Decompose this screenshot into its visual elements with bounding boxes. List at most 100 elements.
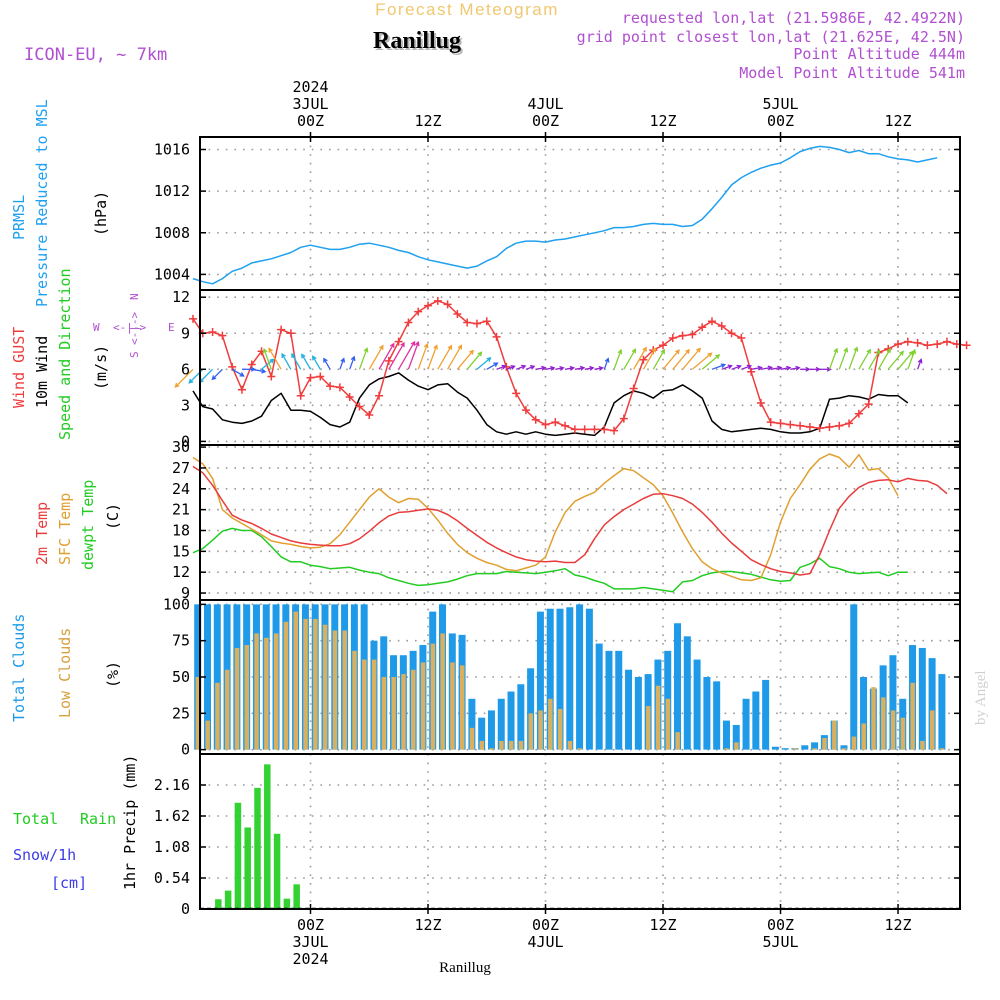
wind-arrow-head xyxy=(911,348,917,355)
gust-marker xyxy=(394,337,403,346)
sfc-temp-line xyxy=(192,453,899,582)
wind-direction-arrow xyxy=(268,348,282,370)
wind-arrow-head xyxy=(261,368,267,374)
low-cloud-bar xyxy=(215,682,220,750)
wind-arrow-head xyxy=(767,365,774,371)
total-cloud-bar xyxy=(703,677,711,750)
low-cloud-bar xyxy=(303,618,308,750)
wind-arrow-head xyxy=(493,362,499,367)
wind-arrow-head xyxy=(350,355,356,361)
wind-arrow-head xyxy=(866,348,871,354)
total-cloud-bar xyxy=(918,647,926,750)
wind-arrow-head xyxy=(447,344,453,350)
wind-arrow-head xyxy=(579,365,586,371)
low-cloud-bar xyxy=(411,669,416,750)
low-cloud-bar xyxy=(920,740,925,750)
total-cloud-bar xyxy=(771,746,779,750)
wind-direction-arrow xyxy=(447,345,462,370)
wind-direction-arrow xyxy=(672,349,690,370)
total-cloud-bar xyxy=(605,650,613,750)
gust-marker xyxy=(619,414,628,423)
low-cloud-bar xyxy=(440,633,445,750)
gust-marker xyxy=(717,322,726,331)
low-cloud-bar xyxy=(861,723,866,750)
gust-marker xyxy=(521,406,530,415)
wind-arrow-head xyxy=(833,347,839,353)
wind-direction-arrow xyxy=(291,353,302,370)
wind-direction-arrow xyxy=(603,358,609,370)
low-cloud-bar xyxy=(812,748,817,750)
wind-direction-arrow xyxy=(349,356,355,370)
gust-marker xyxy=(424,301,433,310)
wind-direction-arrow xyxy=(174,368,194,388)
snow-unit-label: [cm] xyxy=(51,874,87,892)
time-label-top: 00Z xyxy=(767,112,794,130)
gust-marker xyxy=(707,317,716,326)
low-cloud-bar xyxy=(665,698,671,750)
wind-direction-arrow xyxy=(378,343,395,370)
rain-bar xyxy=(273,833,281,909)
gust-marker xyxy=(678,331,687,340)
cloud-labels: Total Clouds Low Clouds (%) xyxy=(10,614,122,722)
gust-marker xyxy=(815,424,824,433)
gust-marker xyxy=(727,329,736,338)
wind-arrow-head xyxy=(815,366,821,372)
total-cloud-bar xyxy=(742,698,750,750)
gust-marker xyxy=(218,331,227,340)
rain-bar xyxy=(215,899,222,909)
total-cloud-bar xyxy=(487,710,495,750)
grid-point-coords: grid point closest lon,lat (21.625E, 42.… xyxy=(577,28,965,46)
low-cloud-bar xyxy=(469,727,475,750)
wind-direction-arrow xyxy=(682,348,701,370)
wind-direction-arrow xyxy=(417,343,428,370)
total-cloud-bar xyxy=(527,668,535,750)
total-cloud-bar xyxy=(203,604,211,750)
time-label-bottom: 3JUL xyxy=(292,933,328,951)
pressure-line xyxy=(192,145,938,285)
low-cloud-bar xyxy=(401,674,406,750)
wind-direction-arrow xyxy=(887,351,904,370)
wind-direction-arrow xyxy=(770,366,782,370)
total-cloud-bar xyxy=(674,623,682,750)
total-cloud-bar xyxy=(722,720,730,750)
compass-e: E xyxy=(168,321,175,334)
wind-speed-dir-label: Speed and Direction xyxy=(56,268,74,440)
gust-marker xyxy=(463,318,472,327)
wind-direction-arrow xyxy=(251,368,266,373)
y-tick-label: 1016 xyxy=(154,140,190,158)
wind-direction-arrow xyxy=(642,348,656,370)
wind-arrow-head xyxy=(312,355,317,361)
dewpoint-line xyxy=(192,527,908,593)
gust-marker xyxy=(316,372,325,381)
total-label: Total xyxy=(13,810,58,828)
low-cloud-bar xyxy=(930,710,935,750)
rain-bar xyxy=(264,764,271,909)
wind-arrow-head xyxy=(589,365,595,371)
prmsl-desc-label: Pressure Reduced to MSL xyxy=(33,99,51,307)
time-label-bottom: 00Z xyxy=(532,916,559,934)
gust-label: Wind GUST xyxy=(10,327,28,408)
low-cloud-bar xyxy=(734,742,739,750)
wind-direction-arrow xyxy=(427,345,438,370)
wind-direction-arrow xyxy=(858,349,871,370)
gust-marker xyxy=(962,341,971,350)
gust-marker xyxy=(453,310,462,319)
wind-arrow-head xyxy=(423,342,429,349)
y-tick-label: 30 xyxy=(172,438,190,456)
wind-arrow-head xyxy=(727,364,733,370)
precip-unit-label: 1hr Precip (mm) xyxy=(121,755,139,890)
wind-arrow-head xyxy=(843,347,849,353)
low-cloud-bar xyxy=(557,708,563,750)
y-tick-label: 1.08 xyxy=(154,838,190,856)
prmsl-unit-label: (hPa) xyxy=(92,191,110,236)
total-cloud-bar xyxy=(850,604,858,750)
axis-layer: 1004100810121016036912912151821242730025… xyxy=(154,78,961,968)
low-cloud-bar xyxy=(264,637,269,750)
y-tick-label: 1004 xyxy=(154,265,190,283)
gust-marker xyxy=(864,400,873,409)
wind-arrow-head xyxy=(469,349,474,355)
wind-arrow-head xyxy=(746,364,753,370)
wind-arrow-head xyxy=(301,353,306,359)
wind-arrow-head xyxy=(400,341,405,348)
